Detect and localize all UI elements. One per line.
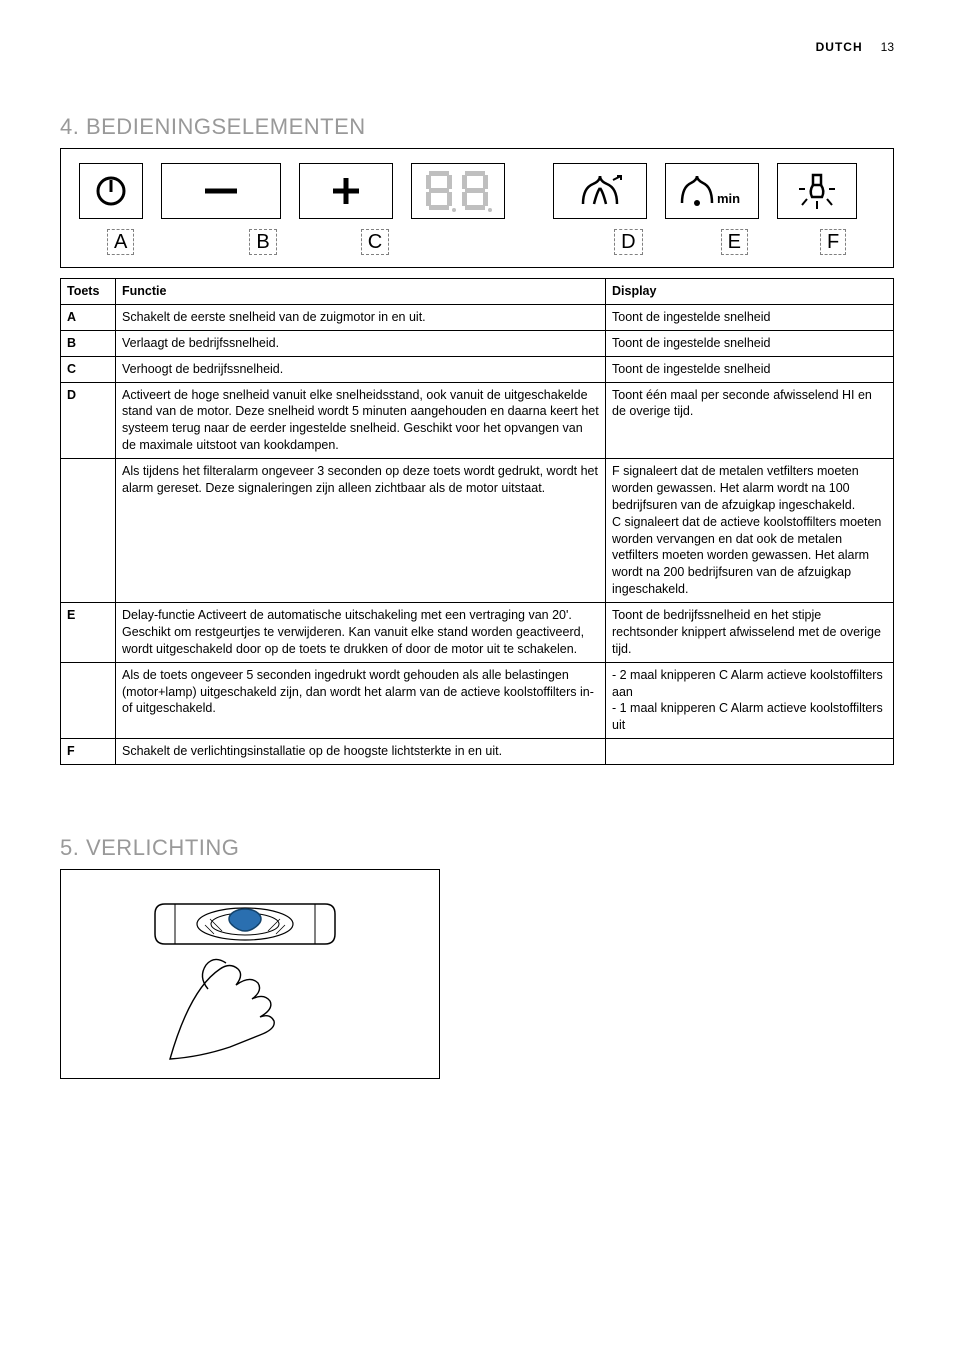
cell-key: E xyxy=(61,603,116,663)
minus-icon xyxy=(201,181,241,201)
power-button-icon-cell xyxy=(79,163,143,219)
filter-icon-cell xyxy=(553,163,647,219)
th-disp: Display xyxy=(606,279,894,305)
header-language: DUTCH xyxy=(816,40,863,54)
minus-button-icon-cell xyxy=(161,163,281,219)
cell-disp: - 2 maal knipperen C Alarm actieve kools… xyxy=(606,662,894,739)
digit-display-cell xyxy=(411,163,505,219)
cell-func: Delay-functie Activeert de automatische … xyxy=(116,603,606,663)
control-label-b: B xyxy=(249,229,276,255)
cell-func: Als de toets ongeveer 5 seconden ingedru… xyxy=(116,662,606,739)
table-row: Als de toets ongeveer 5 seconden ingedru… xyxy=(61,662,894,739)
controls-icon-row: min xyxy=(79,163,875,219)
control-label-e: E xyxy=(721,229,748,255)
th-func: Functie xyxy=(116,279,606,305)
table-head-row: Toets Functie Display xyxy=(61,279,894,305)
cell-key xyxy=(61,662,116,739)
cell-key: B xyxy=(61,330,116,356)
controls-panel: min A B C D E F xyxy=(60,148,894,268)
control-label-c: C xyxy=(361,229,389,255)
control-label-d: D xyxy=(614,229,642,255)
cell-disp: Toont de ingestelde snelheid xyxy=(606,304,894,330)
table-row: C Verhoogt de bedrijfssnelheid. Toont de… xyxy=(61,356,894,382)
controls-label-row: A B C D E F xyxy=(79,229,875,255)
table-row: A Schakelt de eerste snelheid van de zui… xyxy=(61,304,894,330)
timer-icon: min xyxy=(677,173,747,209)
header-page-number: 13 xyxy=(881,40,894,54)
cell-key: D xyxy=(61,382,116,459)
control-label-a: A xyxy=(107,229,134,255)
plus-button-icon-cell xyxy=(299,163,393,219)
cell-func: Verlaagt de bedrijfssnelheid. xyxy=(116,330,606,356)
control-label-f: F xyxy=(820,229,846,255)
cell-disp: Toont de ingestelde snelheid xyxy=(606,330,894,356)
power-icon xyxy=(94,174,128,208)
lamp-illustration-box xyxy=(60,869,440,1079)
cell-key: F xyxy=(61,739,116,765)
table-row: F Schakelt de verlichtingsinstallatie op… xyxy=(61,739,894,765)
cell-func: Schakelt de verlichtingsinstallatie op d… xyxy=(116,739,606,765)
cell-disp xyxy=(606,739,894,765)
cell-func: Schakelt de eerste snelheid van de zuigm… xyxy=(116,304,606,330)
cell-func: Als tijdens het filteralarm ongeveer 3 s… xyxy=(116,459,606,603)
section-controls-title: 4. BEDIENINGSELEMENTEN xyxy=(60,114,894,140)
th-key: Toets xyxy=(61,279,116,305)
cell-key xyxy=(61,459,116,603)
page-header: DUTCH 13 xyxy=(60,40,894,54)
table-row: Als tijdens het filteralarm ongeveer 3 s… xyxy=(61,459,894,603)
cell-key: A xyxy=(61,304,116,330)
cell-disp: Toont één maal per seconde afwisselend H… xyxy=(606,382,894,459)
cell-key: C xyxy=(61,356,116,382)
table-row: E Delay-functie Activeert de automatisch… xyxy=(61,603,894,663)
lamp-replacement-icon xyxy=(110,879,390,1069)
cell-func: Verhoogt de bedrijfssnelheid. xyxy=(116,356,606,382)
section-lighting-title: 5. VERLICHTING xyxy=(60,835,894,861)
cell-disp: F signaleert dat de metalen vetfilters m… xyxy=(606,459,894,603)
filter-icon xyxy=(577,174,623,208)
timer-min-label: min xyxy=(717,191,740,206)
function-table: Toets Functie Display A Schakelt de eers… xyxy=(60,278,894,765)
timer-icon-cell: min xyxy=(665,163,759,219)
cell-disp: Toont de ingestelde snelheid xyxy=(606,356,894,382)
table-row: D Activeert de hoge snelheid vanuit elke… xyxy=(61,382,894,459)
table-row: B Verlaagt de bedrijfssnelheid. Toont de… xyxy=(61,330,894,356)
seven-segment-icon xyxy=(423,169,493,213)
light-icon xyxy=(799,171,835,211)
light-icon-cell xyxy=(777,163,857,219)
cell-func: Activeert de hoge snelheid vanuit elke s… xyxy=(116,382,606,459)
cell-disp: Toont de bedrijfssnelheid en het stipje … xyxy=(606,603,894,663)
plus-icon xyxy=(329,174,363,208)
